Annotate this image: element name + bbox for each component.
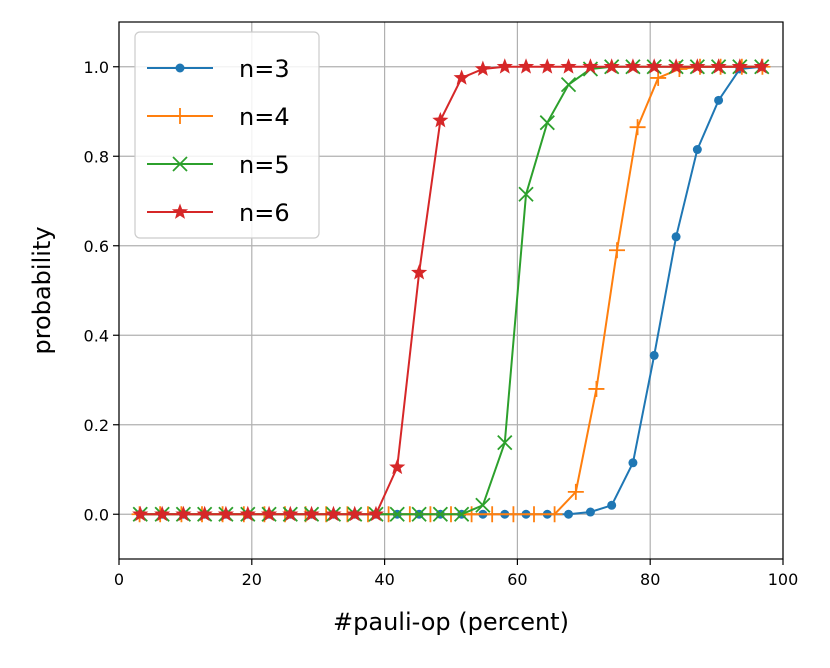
y-tick-label: 0.8 bbox=[84, 147, 109, 166]
data-point bbox=[710, 58, 727, 74]
x-tick-label: 80 bbox=[640, 570, 660, 589]
legend-entry: n=4 bbox=[147, 103, 290, 131]
data-point bbox=[196, 505, 213, 522]
data-point bbox=[539, 58, 556, 74]
legend-marker bbox=[172, 156, 188, 172]
data-point bbox=[588, 380, 605, 397]
data-point bbox=[474, 60, 491, 76]
data-point bbox=[411, 264, 428, 280]
data-point bbox=[453, 506, 470, 522]
data-point bbox=[628, 458, 638, 468]
y-axis-label: probability bbox=[28, 226, 56, 354]
data-point bbox=[671, 232, 681, 242]
data-point bbox=[497, 435, 513, 451]
data-point bbox=[689, 58, 706, 74]
data-point bbox=[607, 500, 617, 510]
x-axis-label: #pauli-op (percent) bbox=[333, 608, 569, 636]
data-point bbox=[564, 509, 574, 519]
y-tick-label: 1.0 bbox=[84, 58, 109, 77]
y-tick-label: 0.2 bbox=[84, 416, 109, 435]
data-point bbox=[560, 77, 577, 93]
data-point bbox=[175, 505, 192, 522]
data-point bbox=[132, 505, 149, 522]
data-point bbox=[603, 58, 620, 74]
data-point bbox=[585, 507, 595, 517]
x-tick-label: 60 bbox=[507, 570, 527, 589]
legend-label: n=3 bbox=[239, 55, 290, 83]
legend-label: n=5 bbox=[239, 151, 290, 179]
data-point bbox=[260, 505, 278, 522]
data-point bbox=[282, 505, 299, 522]
data-point bbox=[505, 506, 522, 523]
data-point bbox=[526, 506, 542, 523]
x-tick-label: 0 bbox=[114, 570, 124, 589]
data-point bbox=[367, 505, 385, 522]
data-point bbox=[629, 119, 646, 136]
legend-entry: n=3 bbox=[147, 55, 290, 83]
data-point bbox=[475, 497, 491, 513]
data-point bbox=[389, 458, 406, 475]
data-point bbox=[432, 506, 449, 522]
data-point bbox=[546, 506, 563, 523]
y-tick-label: 0.0 bbox=[84, 505, 109, 524]
data-point bbox=[649, 350, 659, 360]
data-point bbox=[463, 506, 480, 523]
data-point bbox=[303, 505, 320, 522]
y-tick-label: 0.6 bbox=[84, 237, 109, 256]
data-point bbox=[646, 58, 663, 74]
data-point bbox=[496, 58, 513, 74]
legend-box bbox=[134, 31, 320, 239]
data-point bbox=[217, 505, 234, 522]
data-point bbox=[411, 506, 427, 522]
data-point bbox=[624, 58, 642, 74]
plot-area-frame bbox=[118, 21, 784, 560]
series-n=6 bbox=[132, 58, 770, 522]
legend-marker bbox=[172, 108, 188, 124]
data-point bbox=[432, 111, 449, 128]
data-point bbox=[753, 58, 770, 74]
x-tick-label: 20 bbox=[242, 570, 262, 589]
data-point bbox=[518, 186, 534, 202]
data-point bbox=[389, 506, 405, 522]
data-point bbox=[517, 58, 535, 74]
data-point bbox=[154, 505, 171, 522]
y-tick-label: 0.4 bbox=[84, 326, 109, 345]
axis-ticks: 0 20 40 60 80 100 0.0 0.2 0.4 0.6 0.8 1.0 bbox=[84, 58, 799, 589]
x-tick-label: 40 bbox=[374, 570, 394, 589]
data-point bbox=[539, 115, 555, 131]
data-point bbox=[239, 505, 256, 522]
data-point bbox=[731, 58, 748, 74]
data-point bbox=[692, 145, 702, 155]
legend-marker bbox=[175, 63, 185, 73]
series-group bbox=[131, 58, 771, 523]
data-point bbox=[560, 58, 577, 74]
data-point bbox=[453, 69, 470, 85]
data-point bbox=[668, 58, 685, 74]
data-point bbox=[582, 58, 599, 74]
data-point bbox=[325, 505, 342, 522]
data-point bbox=[346, 505, 363, 522]
data-point bbox=[609, 242, 625, 259]
legend-label: n=6 bbox=[239, 199, 290, 227]
legend-marker bbox=[171, 203, 189, 219]
x-tick-label: 100 bbox=[768, 570, 799, 589]
legend-entry: n=5 bbox=[147, 151, 290, 179]
data-point bbox=[484, 506, 501, 523]
data-point bbox=[714, 95, 724, 105]
legend-entry: n=6 bbox=[147, 199, 290, 227]
data-point bbox=[567, 483, 584, 500]
legend: n=3 n=4 n=5 n=6 bbox=[134, 31, 320, 239]
legend-label: n=4 bbox=[239, 103, 290, 131]
